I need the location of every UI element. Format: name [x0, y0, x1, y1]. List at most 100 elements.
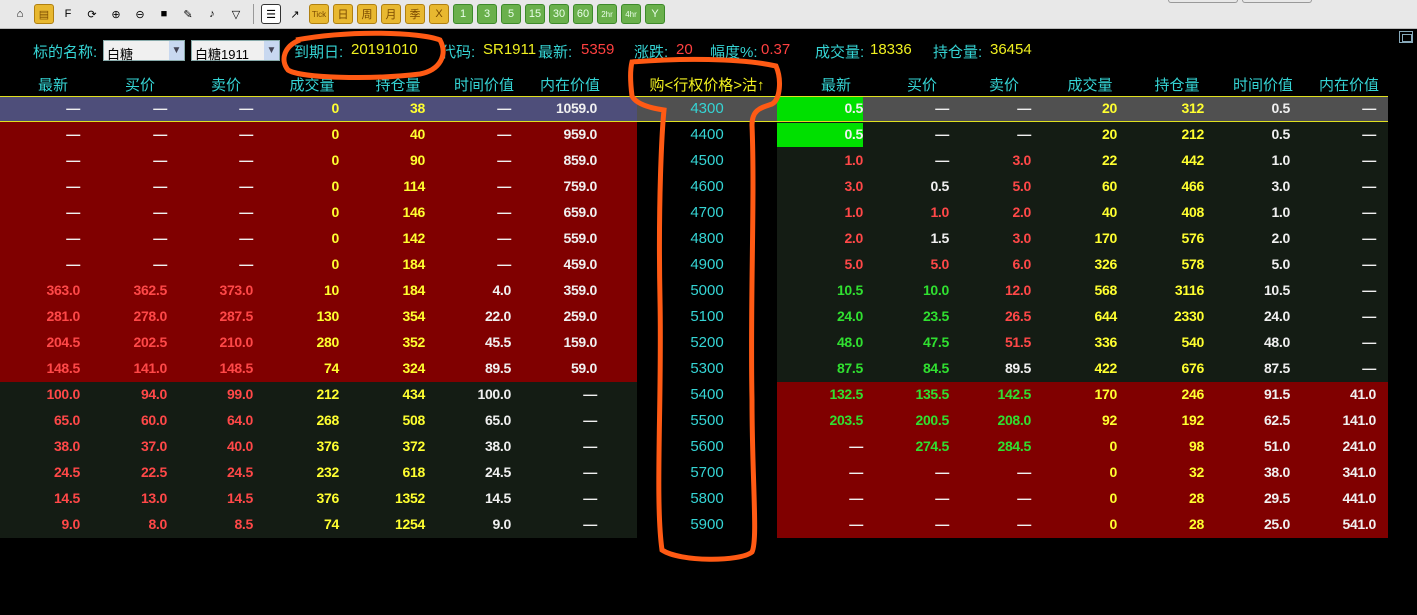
put-bid: — [935, 126, 949, 142]
right-header-ask[interactable]: 卖价 [988, 77, 1019, 94]
horn-icon[interactable]: ♪ [209, 8, 215, 20]
put-bid: — [935, 100, 949, 116]
put-ask: 5.0 [1012, 178, 1031, 194]
call-bid: — [153, 178, 167, 194]
right-header-volume[interactable]: 成交量 [1067, 77, 1113, 94]
table-row[interactable]: — — — 0 146 — 659.0 1.0 1.0 2.0 40 408 1.0 — 4700 [0, 200, 1417, 226]
put-time-value: 3.0 [1271, 178, 1290, 194]
day-icon[interactable]: 日 [333, 4, 353, 24]
left-header-intrinsic-value[interactable]: 内在价值 [539, 77, 600, 94]
put-time-value: 0.5 [1271, 100, 1290, 116]
home-icon[interactable]: ⌂ [16, 8, 24, 20]
quarter-icon[interactable]: 季 [405, 4, 425, 24]
zoom-out-icon[interactable]: ⊖ [135, 8, 145, 21]
filter-icon[interactable]: ▽ [231, 8, 241, 21]
tab-a[interactable] [1168, 0, 1238, 3]
table-row[interactable]: 204.5 202.5 210.0 280 352 45.5 159.0 48.0 47.5 51… [0, 330, 1417, 356]
1min-icon[interactable]: 1 [453, 4, 473, 24]
call-ask: 64.0 [226, 412, 253, 428]
contract-select[interactable]: 白糖1911 ▼ [191, 40, 280, 62]
put-ask: — [1017, 516, 1031, 532]
table-icon[interactable]: ☰ [261, 4, 281, 24]
table-row[interactable]: 14.5 13.0 14.5 376 1352 14.5 — — — — 0 28 29.5 441.0 5… [0, 486, 1417, 512]
put-open-interest: 576 [1181, 230, 1205, 246]
put-ask: 51.5 [1004, 334, 1031, 350]
2hr-icon[interactable]: 2hr [597, 4, 617, 24]
table-row[interactable]: 9.0 8.0 8.5 74 1254 9.0 — — — — 0 28 25.0 541.0 5900 [0, 512, 1417, 538]
call-time-value: 9.0 [492, 516, 511, 532]
month-icon[interactable]: 月 [381, 4, 401, 24]
30min-icon[interactable]: 30 [549, 4, 569, 24]
change-label: 涨跌: [634, 44, 669, 61]
strike-price: 5100 [690, 308, 724, 325]
call-last: 204.5 [46, 334, 80, 350]
table-row[interactable]: 100.0 94.0 99.0 212 434 100.0 — 132.5 135.5 142.5… [0, 382, 1417, 408]
notebook-icon[interactable]: ▤ [34, 4, 54, 24]
zoom-in-icon[interactable]: ⊕ [111, 8, 121, 21]
table-row[interactable]: 24.5 22.5 24.5 232 618 24.5 — — — — 0 32 38.0 341.0 57… [0, 460, 1417, 486]
call-volume: 232 [316, 464, 340, 480]
table-row[interactable]: — — — 0 142 — 559.0 2.0 1.5 3.0 170 576 2.0 — 4800 [0, 226, 1417, 252]
put-open-interest: 540 [1181, 334, 1205, 350]
underlying-label: 标的名称: [33, 44, 98, 61]
left-header-time-value[interactable]: 时间价值 [453, 77, 514, 94]
strike-price: 4700 [690, 204, 724, 221]
left-header-volume[interactable]: 成交量 [289, 77, 335, 94]
call-last: — [66, 230, 80, 246]
table-row[interactable]: 65.0 60.0 64.0 268 508 65.0 — 203.5 200.5 208.0 92… [0, 408, 1417, 434]
table-row[interactable]: — — — 0 38 — 1059.0 0.5 — — 20 312 0.5 — 4300 [0, 96, 1417, 122]
strike-header[interactable]: 购<行权价格>沽↑ [649, 77, 765, 94]
table-row[interactable]: 38.0 37.0 40.0 376 372 38.0 — — 274.5 284.5 0 98 51.… [0, 434, 1417, 460]
right-header-intrinsic-value[interactable]: 内在价值 [1318, 77, 1379, 94]
left-header-open-interest[interactable]: 持仓量 [375, 77, 421, 94]
table-row[interactable]: 363.0 362.5 373.0 10 184 4.0 359.0 10.5 10.0 12.0… [0, 278, 1417, 304]
60min-icon[interactable]: 60 [573, 4, 593, 24]
call-last: 281.0 [46, 308, 80, 324]
week-icon[interactable]: 周 [357, 4, 377, 24]
put-ask: 3.0 [1012, 230, 1031, 246]
table-row[interactable]: 281.0 278.0 287.5 130 354 22.0 259.0 24.0 23.5 26… [0, 304, 1417, 330]
maximize-icon[interactable] [1399, 31, 1413, 43]
left-header-bid[interactable]: 买价 [124, 77, 155, 94]
table-row[interactable]: — — — 0 114 — 759.0 3.0 0.5 5.0 60 466 3.0 — 4600 [0, 174, 1417, 200]
table-row[interactable]: — — — 0 184 — 459.0 5.0 5.0 6.0 326 578 5.0 — 4900 [0, 252, 1417, 278]
f10-icon[interactable]: F [64, 8, 72, 20]
put-intrinsic-value: 441.0 [1342, 490, 1376, 506]
4hr-icon[interactable]: 4hr [621, 4, 641, 24]
right-header-open-interest[interactable]: 持仓量 [1154, 77, 1200, 94]
refresh-icon[interactable]: ⟳ [87, 8, 97, 21]
put-time-value: 10.5 [1263, 282, 1290, 298]
tick-icon[interactable]: Tick [309, 4, 329, 24]
call-time-value: — [497, 204, 511, 220]
call-bid: 362.5 [133, 282, 167, 298]
year-icon[interactable]: Y [645, 4, 665, 24]
chart-icon[interactable]: ↗ [290, 8, 300, 21]
right-header-time-value[interactable]: 时间价值 [1232, 77, 1293, 94]
call-side-bg [0, 382, 637, 408]
table-row[interactable]: 148.5 141.0 148.5 74 324 89.5 59.0 87.5 84.5 89.5… [0, 356, 1417, 382]
call-ask: — [239, 152, 253, 168]
call-volume: 376 [316, 438, 340, 454]
right-header-bid[interactable]: 买价 [906, 77, 937, 94]
put-volume: 20 [1102, 126, 1117, 142]
table-row[interactable]: — — — 0 40 — 959.0 0.5 — — 20 212 0.5 — 4400 [0, 122, 1417, 148]
underlying-select[interactable]: 白糖 ▼ [103, 40, 185, 62]
call-side-bg [0, 434, 637, 460]
call-last: — [66, 204, 80, 220]
windows-icon[interactable]: ■ [160, 8, 168, 20]
table-row[interactable]: — — — 0 90 — 859.0 1.0 — 3.0 22 442 1.0 — 4500 [0, 148, 1417, 174]
tab-b[interactable] [1242, 0, 1312, 3]
chevron-down-icon: ▼ [169, 41, 184, 60]
change-value: 20 [676, 41, 693, 58]
5min-icon[interactable]: 5 [501, 4, 521, 24]
call-time-value: — [497, 126, 511, 142]
pen-icon[interactable]: ✎ [183, 8, 193, 21]
x-icon[interactable]: X [429, 4, 449, 24]
right-header-last[interactable]: 最新 [820, 77, 851, 94]
15min-icon[interactable]: 15 [525, 4, 545, 24]
put-open-interest: 3116 [1174, 282, 1204, 298]
left-header-last[interactable]: 最新 [37, 77, 68, 94]
call-open-interest: 434 [402, 386, 426, 402]
3min-icon[interactable]: 3 [477, 4, 497, 24]
left-header-ask[interactable]: 卖价 [210, 77, 241, 94]
